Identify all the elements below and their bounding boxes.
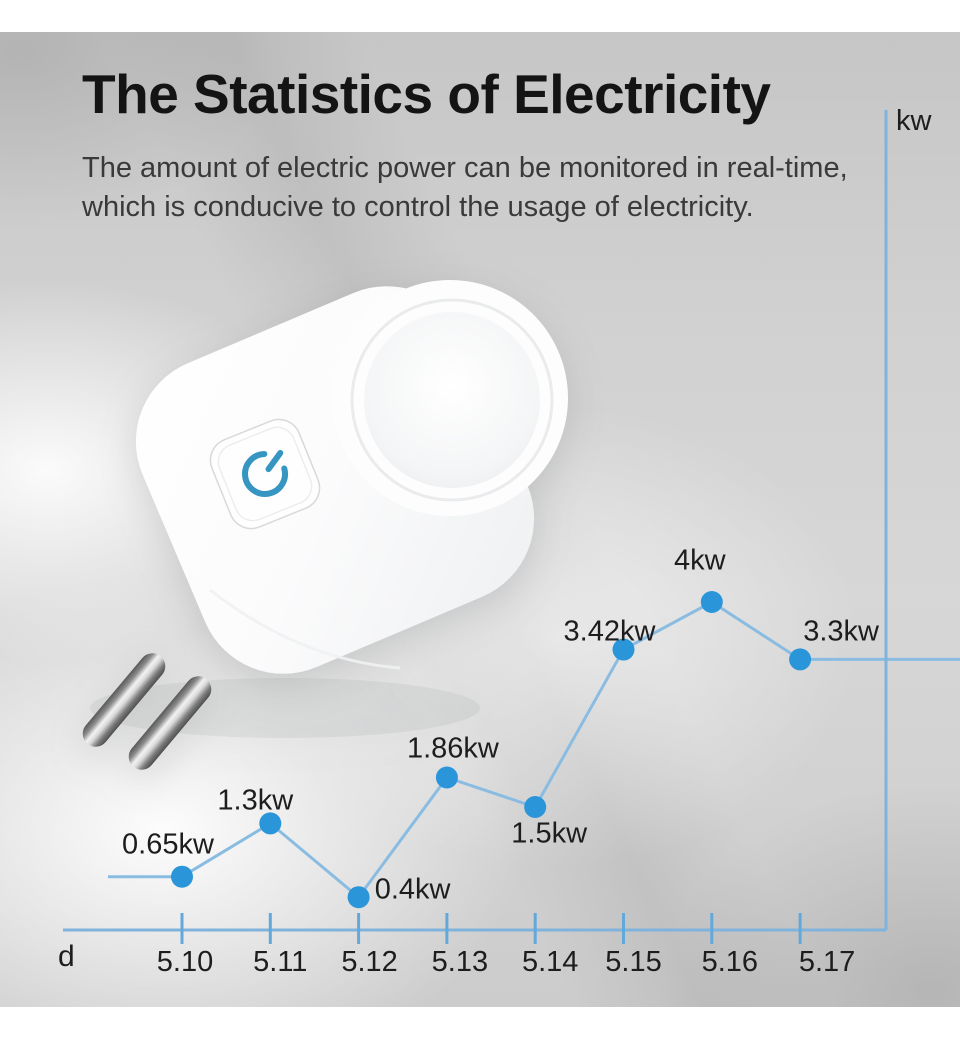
power-button: [209, 418, 321, 530]
plug-body: [135, 280, 568, 674]
headline-block: The Statistics of Electricity The amount…: [82, 64, 848, 227]
page-subtitle-line-2: which is conducive to control the usage …: [82, 190, 754, 223]
data-point: [612, 638, 635, 661]
series-line: [108, 600, 960, 900]
data-point: [259, 812, 282, 835]
plug-socket-face: [364, 312, 540, 488]
data-point: [789, 648, 812, 671]
data-point: [171, 865, 193, 888]
plug-pins: [82, 653, 212, 770]
data-point: [347, 886, 370, 909]
page-title: The Statistics of Electricity: [82, 63, 771, 125]
data-point: [435, 766, 458, 789]
data-point: [524, 796, 547, 818]
page-subtitle-line-1: The amount of electric power can be moni…: [82, 151, 848, 184]
power-icon: [242, 449, 288, 497]
data-point: [700, 591, 723, 613]
